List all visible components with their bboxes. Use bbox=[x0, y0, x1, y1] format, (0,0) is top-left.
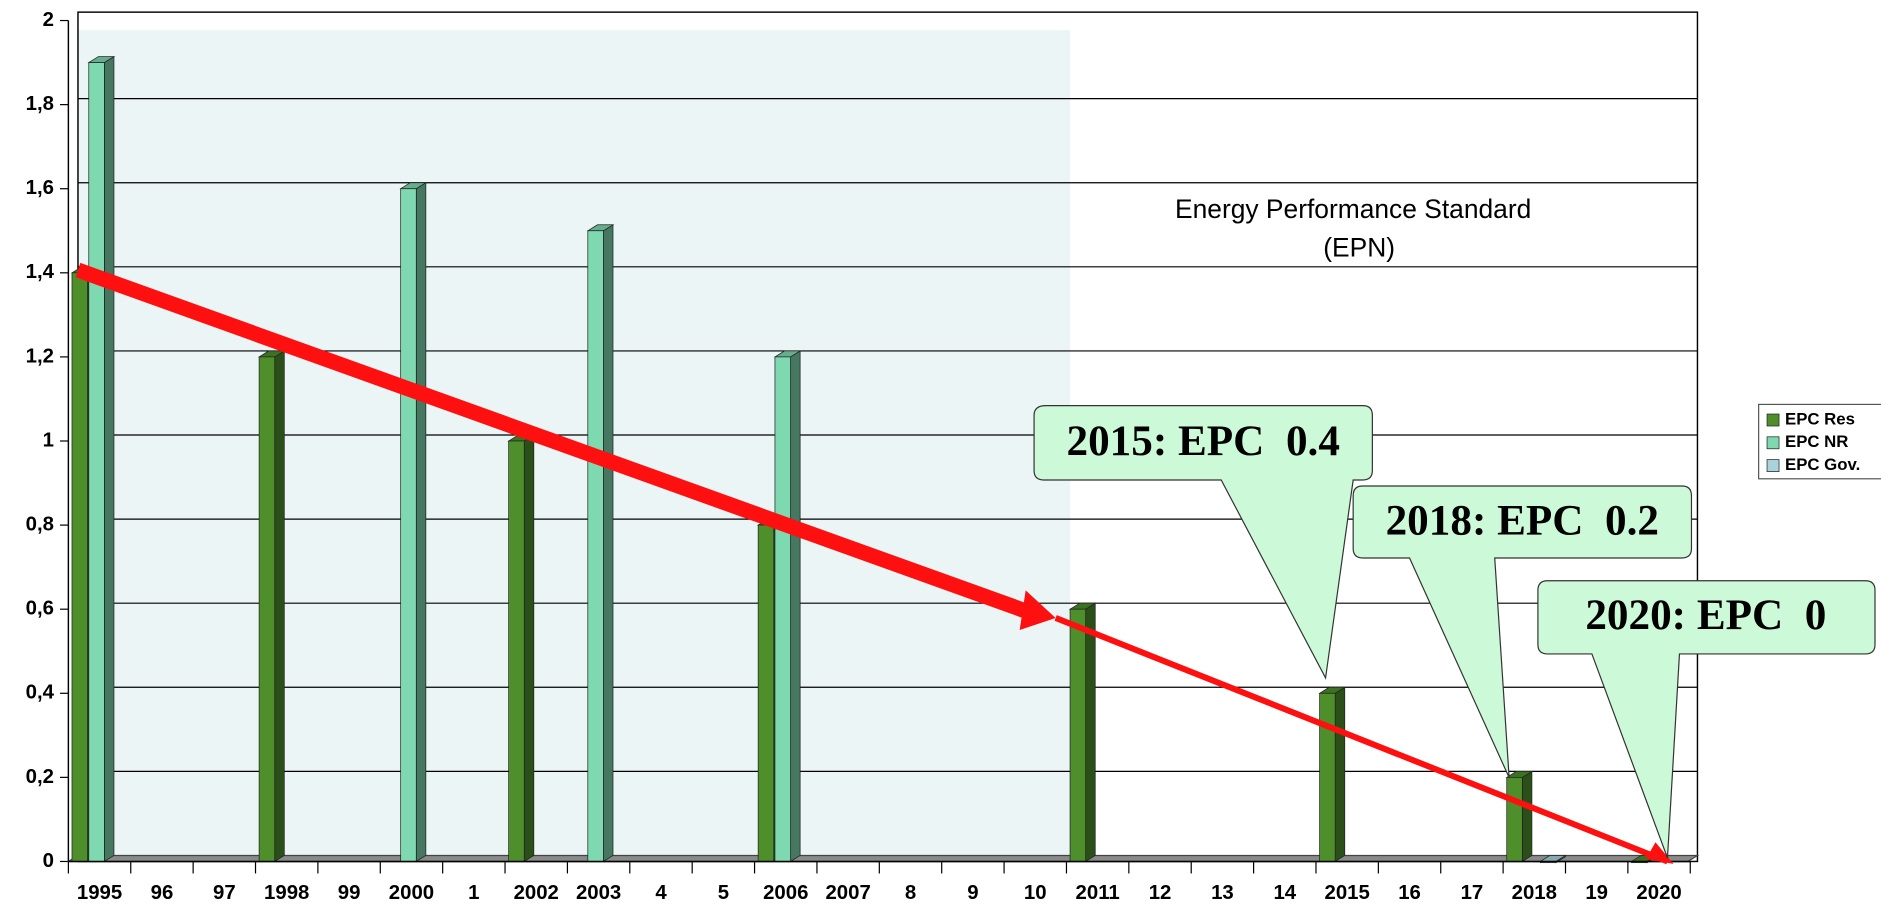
bar-group bbox=[87, 55, 116, 863]
x-tick-label: 2015 bbox=[1325, 882, 1370, 904]
y-tick-label: 1,2 bbox=[26, 345, 54, 367]
bar bbox=[258, 356, 276, 862]
legend-items: EPC Res EPC NR EPC Gov. bbox=[1766, 409, 1860, 474]
bar-group bbox=[773, 350, 802, 863]
x-tick-label: 12 bbox=[1149, 882, 1172, 904]
bar bbox=[1506, 777, 1523, 862]
x-tick-label: 14 bbox=[1273, 882, 1296, 904]
annotation: (EPN) bbox=[1323, 233, 1395, 263]
bar bbox=[71, 272, 88, 862]
bar bbox=[757, 524, 775, 862]
bar-side bbox=[1085, 602, 1096, 863]
bar bbox=[1069, 608, 1087, 862]
x-tick-label: 99 bbox=[338, 882, 361, 904]
bar-group bbox=[1318, 686, 1347, 863]
bar bbox=[1319, 692, 1336, 862]
y-tick-label: 0,6 bbox=[26, 598, 54, 620]
x-tick-label: 2003 bbox=[576, 882, 621, 904]
x-tick-label: 4 bbox=[655, 882, 667, 904]
x-tick-label: 97 bbox=[213, 882, 236, 904]
x-tick-label: 1998 bbox=[264, 882, 309, 904]
bar-group bbox=[507, 434, 536, 863]
legend-label: EPC Gov. bbox=[1785, 455, 1860, 474]
annotation: Energy Performance Standard bbox=[1175, 194, 1531, 224]
bars bbox=[70, 55, 1658, 864]
x-tick-label: 8 bbox=[905, 882, 916, 904]
bar-group bbox=[1068, 602, 1097, 863]
bar bbox=[774, 356, 791, 862]
callout bbox=[1033, 405, 1373, 680]
x-tick-label: 10 bbox=[1024, 882, 1047, 904]
x-tick-label: 5 bbox=[718, 882, 729, 904]
callout bbox=[1352, 485, 1693, 778]
x-tick-label: 9 bbox=[967, 882, 978, 904]
floor bbox=[66, 854, 1700, 863]
callout-text: 2015: EPC 0.4 bbox=[1067, 418, 1340, 465]
x-tick-label: 1 bbox=[468, 882, 479, 904]
bar-side bbox=[790, 350, 801, 863]
x-tick-label: 1995 bbox=[77, 882, 122, 904]
x-tick-label: 2018 bbox=[1512, 882, 1557, 904]
bar bbox=[88, 62, 105, 862]
x-tick-label: 19 bbox=[1585, 882, 1608, 904]
legend-swatch bbox=[1766, 436, 1780, 450]
legend-swatch bbox=[1766, 413, 1780, 427]
y-tick-label: 0,4 bbox=[26, 682, 55, 704]
x-tick-label: 2006 bbox=[763, 882, 808, 904]
x-tick-label: 2007 bbox=[825, 882, 870, 904]
bar bbox=[587, 230, 604, 862]
bar-group bbox=[586, 224, 615, 863]
trend-arrow bbox=[75, 262, 1035, 621]
callout-text: 2020: EPC 0 bbox=[1585, 592, 1826, 639]
trend-line bbox=[1054, 615, 1669, 865]
callout-text: 2018: EPC 0.2 bbox=[1386, 497, 1659, 544]
y-tick-label: 1 bbox=[43, 429, 54, 451]
bar-side bbox=[1334, 686, 1346, 863]
bar-side bbox=[415, 182, 427, 863]
x-tick-label: 2020 bbox=[1636, 882, 1681, 904]
x-tick-label: 2000 bbox=[389, 882, 434, 904]
x-tick-label: 16 bbox=[1398, 882, 1421, 904]
bar bbox=[400, 188, 417, 862]
bar-group bbox=[399, 182, 428, 863]
y-tick-label: 0,2 bbox=[26, 766, 54, 788]
arrow-head bbox=[1019, 590, 1056, 630]
bar bbox=[508, 440, 525, 862]
y-tick-label: 0 bbox=[43, 850, 54, 872]
bar-group bbox=[1505, 770, 1534, 863]
x-tick-label: 96 bbox=[151, 882, 174, 904]
legend-swatch bbox=[1766, 459, 1780, 472]
callout bbox=[1537, 580, 1876, 859]
arrow-head bbox=[1645, 842, 1674, 864]
x-tick-label: 2002 bbox=[514, 882, 559, 904]
bar-side bbox=[1521, 770, 1533, 863]
bar-group bbox=[257, 350, 286, 863]
y-tick-label: 2 bbox=[43, 9, 54, 31]
x-tick-label: 13 bbox=[1211, 882, 1234, 904]
bar-side bbox=[523, 434, 535, 863]
bar-side bbox=[104, 55, 115, 863]
legend-label: EPC NR bbox=[1785, 432, 1848, 451]
y-tick-label: 1,6 bbox=[26, 177, 54, 199]
bar-side bbox=[603, 224, 614, 863]
y-tick-label: 1,8 bbox=[26, 93, 54, 115]
y-tick-label: 1,4 bbox=[26, 261, 55, 283]
x-tick-label: 2011 bbox=[1076, 882, 1120, 904]
x-tick-label: 17 bbox=[1461, 882, 1484, 904]
bar-side bbox=[274, 350, 285, 863]
legend-label: EPC Res bbox=[1785, 409, 1855, 428]
y-tick-label: 0,8 bbox=[26, 513, 54, 535]
